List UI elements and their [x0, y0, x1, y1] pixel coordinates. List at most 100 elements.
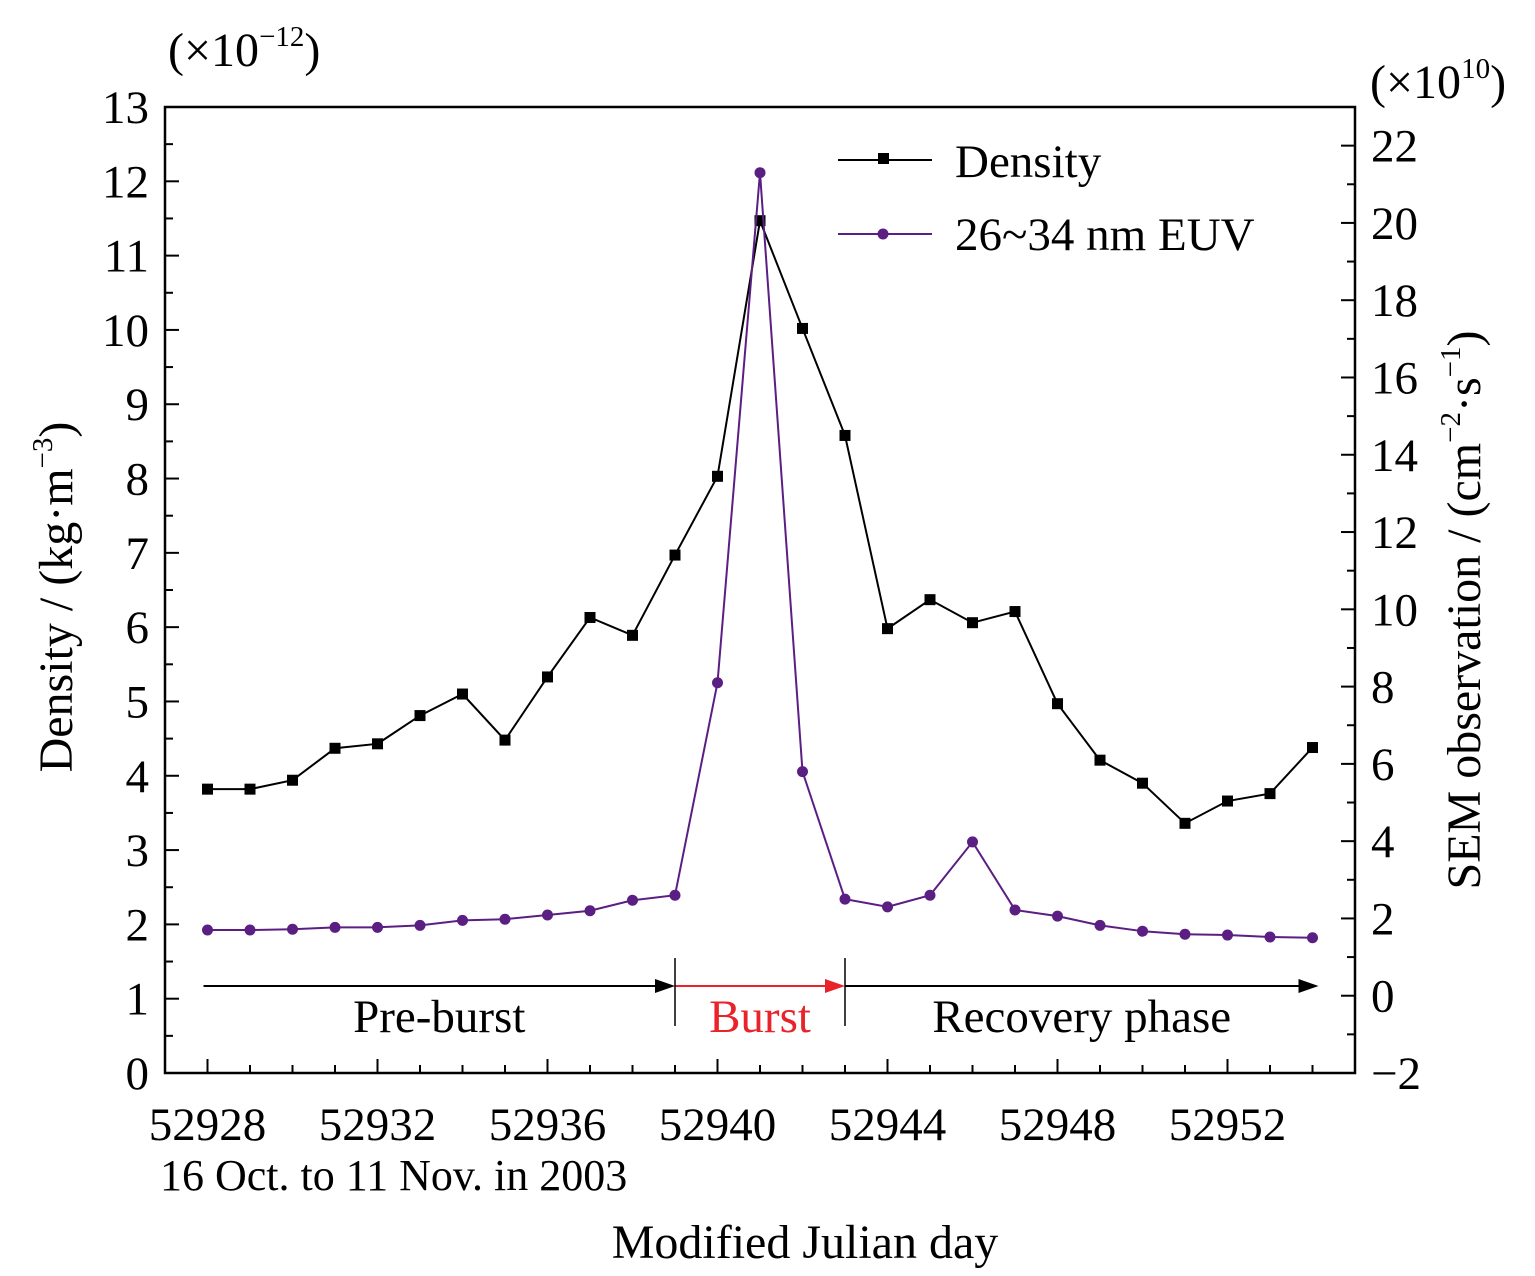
legend-label-density: Density — [955, 136, 1102, 188]
phase-label: Burst — [709, 991, 811, 1043]
density-point — [712, 470, 723, 482]
density-point — [1052, 698, 1063, 710]
density-point — [669, 549, 681, 561]
density-point — [797, 322, 808, 334]
euv-point — [287, 923, 298, 935]
density-point — [372, 738, 383, 750]
density-point — [627, 629, 638, 641]
y-tick-label: 5 — [126, 676, 150, 728]
legend-label-euv: 26~34 nm EUV — [955, 209, 1255, 261]
y2-tick-label: 8 — [1371, 662, 1395, 714]
euv-point — [584, 905, 596, 917]
y2-tick-label: 16 — [1371, 352, 1418, 404]
x-tick-label: 52936 — [489, 1099, 607, 1151]
y2-axis-title: SEM observation / (cm−2·s−1) — [1435, 331, 1491, 890]
euv-point — [967, 836, 978, 848]
y2-tick-label: 12 — [1371, 507, 1418, 559]
euv-point — [669, 889, 681, 901]
phase-label: Recovery phase — [932, 991, 1231, 1043]
phase-arrow-head — [1298, 979, 1319, 993]
y-tick-label: 13 — [102, 82, 149, 134]
density-point — [542, 671, 553, 683]
legend-marker-density — [878, 153, 889, 164]
density-point — [584, 611, 596, 623]
euv-point — [542, 909, 553, 921]
y-tick-label: 8 — [126, 454, 150, 506]
density-point — [924, 594, 936, 606]
density-point — [1264, 788, 1276, 800]
euv-point — [712, 677, 723, 689]
y2-tick-label: 2 — [1371, 893, 1395, 945]
y-tick-label: 10 — [102, 305, 149, 357]
density-point — [1009, 606, 1021, 618]
y2-tick-label: 22 — [1371, 121, 1418, 173]
density-point — [414, 710, 426, 722]
density-point — [202, 783, 213, 795]
y-multiplier: (×10−12) — [168, 21, 320, 77]
y-tick-label: 4 — [126, 751, 150, 803]
x-tick-label: 52932 — [319, 1099, 437, 1151]
x-tick-label: 52928 — [149, 1099, 267, 1151]
legend: Density 26~34 nm EUV — [838, 136, 1255, 261]
y-tick-label: 0 — [126, 1048, 150, 1100]
y2-tick-labels: −2 0 2 4 6 8 10 12 14 16 18 20 22 — [1371, 121, 1421, 1100]
phase-arrow-head — [825, 979, 845, 993]
x-axis-sublabel: 16 Oct. to 11 Nov. in 2003 — [160, 1151, 627, 1200]
density-point — [329, 742, 341, 754]
series-line-1 — [207, 172, 1313, 939]
euv-point — [414, 919, 426, 931]
density-point — [244, 783, 256, 795]
phase-arrow-head — [655, 979, 675, 993]
euv-point — [1179, 928, 1191, 940]
euv-point — [244, 924, 256, 936]
density-point — [1222, 795, 1233, 807]
phase-annotations: Pre-burst Burst Recovery phase — [203, 958, 1319, 1043]
y-tick-label: 3 — [126, 825, 150, 877]
density-point — [1137, 777, 1148, 789]
euv-point — [499, 913, 511, 925]
data-series — [202, 167, 1318, 944]
y2-multiplier: (×1010) — [1370, 53, 1506, 109]
x-tick-labels: 52928 52932 52936 52940 52944 52948 52952 — [149, 1099, 1287, 1151]
x-axis-title: Modified Julian day — [612, 1216, 999, 1269]
y-axis-title: Density / (kg·m−3) — [27, 422, 83, 773]
density-point — [967, 617, 978, 629]
euv-point — [839, 893, 851, 905]
y2-tick-label: 4 — [1371, 816, 1395, 868]
y-tick-label: 1 — [126, 974, 150, 1026]
euv-point — [797, 766, 808, 778]
density-point — [1179, 817, 1191, 829]
y-tick-label: 6 — [126, 602, 150, 654]
y-tick-label: 12 — [102, 156, 149, 208]
euv-point — [1137, 925, 1148, 937]
euv-point — [1094, 919, 1106, 931]
euv-point — [1009, 904, 1021, 916]
density-point — [839, 429, 851, 441]
euv-point — [1264, 931, 1276, 943]
euv-point — [627, 894, 638, 906]
x-tick-label: 52940 — [659, 1099, 777, 1151]
y-tick-label: 2 — [126, 899, 150, 951]
density-point — [754, 215, 766, 227]
density-point — [457, 688, 468, 700]
euv-point — [329, 921, 341, 933]
euv-point — [924, 889, 936, 901]
y-tick-label: 11 — [104, 231, 149, 283]
density-point — [499, 734, 511, 746]
x-tick-label: 52944 — [829, 1099, 947, 1151]
density-point — [1094, 754, 1106, 766]
euv-point — [202, 924, 213, 936]
density-point — [882, 623, 893, 635]
y2-tick-label: −2 — [1371, 1048, 1421, 1100]
y-tick-label: 9 — [126, 379, 150, 431]
legend-marker-euv — [877, 228, 889, 240]
x-tick-label: 52948 — [999, 1099, 1117, 1151]
euv-point — [754, 167, 766, 179]
y2-tick-label: 6 — [1371, 739, 1395, 791]
euv-point — [457, 914, 468, 926]
euv-point — [1222, 929, 1233, 941]
euv-point — [1052, 910, 1063, 922]
y2-tick-label: 0 — [1371, 971, 1395, 1023]
